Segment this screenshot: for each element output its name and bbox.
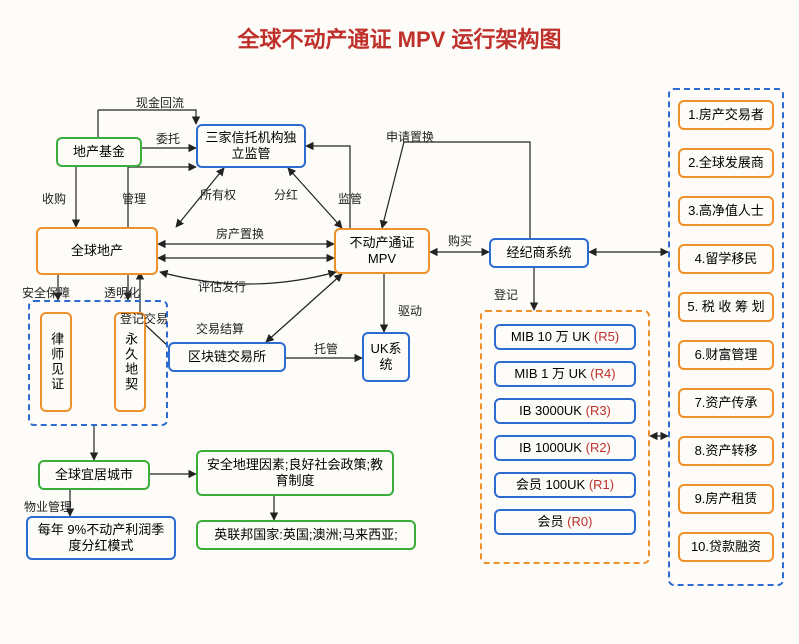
node-mpv: 不动产通证 MPV: [334, 228, 430, 274]
node-city: 全球宜居城市: [38, 460, 150, 490]
edge-label-regtrade: 登记交易: [120, 310, 168, 327]
arrow-11: [266, 274, 342, 342]
arrow-6: [306, 146, 350, 228]
edge-label-safety: 安全保障: [22, 284, 70, 301]
node-r5: 5. 税 收 筹 划: [678, 292, 774, 322]
edge-label-acquire: 收购: [42, 190, 66, 207]
node-dividend: 每年 9%不动产利润季度分红模式: [26, 516, 176, 560]
edge-label-reg: 登记: [494, 286, 518, 303]
node-broker: 经纪商系统: [489, 238, 589, 268]
node-r4: 4.留学移民: [678, 244, 774, 274]
node-r3: 3.高净值人士: [678, 196, 774, 226]
edge-label-manage: 管理: [122, 190, 146, 207]
edge-label-settle: 交易结算: [196, 320, 244, 337]
node-r1: 1.房产交易者: [678, 100, 774, 130]
node-m_r3: IB 3000UK (R3): [494, 398, 636, 424]
edge-label-supervise: 监管: [338, 190, 362, 207]
node-r9: 9.房产租赁: [678, 484, 774, 514]
node-r8: 8.资产转移: [678, 436, 774, 466]
node-countries: 英联邦国家:英国;澳洲;马来西亚;: [196, 520, 416, 550]
node-deed: 永久地契: [114, 312, 146, 412]
edge-label-propmgmt: 物业管理: [24, 498, 72, 515]
node-r2: 2.全球发展商: [678, 148, 774, 178]
edge-label-entrust: 委托: [156, 130, 180, 147]
edge-label-cash: 现金回流: [136, 94, 184, 111]
edge-label-custody: 托管: [314, 340, 338, 357]
edge-label-div2: 分红: [274, 186, 298, 203]
node-m_r4: MIB 1 万 UK (R4): [494, 361, 636, 387]
arrow-15: [382, 142, 530, 238]
edge-label-apply: 申请置换: [386, 128, 434, 145]
arrow-1: [98, 110, 196, 137]
edge-label-transparent: 透明化: [104, 284, 140, 301]
node-uk_sys: UK系统: [362, 332, 410, 382]
node-trust: 三家信托机构独立监管: [196, 124, 306, 168]
edge-label-swap: 房产置换: [216, 225, 264, 242]
arrow-9: [160, 272, 336, 284]
edge-label-ownership: 所有权: [200, 186, 236, 203]
node-r10: 10.贷款融资: [678, 532, 774, 562]
node-lawyer: 律师见证: [40, 312, 72, 412]
node-m_r2: IB 1000UK (R2): [494, 435, 636, 461]
node-r6: 6.财富管理: [678, 340, 774, 370]
node-r7: 7.资产传承: [678, 388, 774, 418]
node-m_r0: 会员 (R0): [494, 509, 636, 535]
node-m_r1: 会员 100UK (R1): [494, 472, 636, 498]
node-fund: 地产基金: [56, 137, 142, 167]
edge-label-eval: 评估发行: [198, 278, 246, 295]
edge-label-drive: 驱动: [398, 302, 422, 319]
node-global_re: 全球地产: [36, 227, 158, 275]
diagram-title: 全球不动产通证 MPV 运行架构图: [0, 22, 799, 54]
node-m_r5: MIB 10 万 UK (R5): [494, 324, 636, 350]
node-geo: 安全地理因素;良好社会政策;教育制度: [196, 450, 394, 496]
node-exchange: 区块链交易所: [168, 342, 286, 372]
edge-label-buy: 购买: [448, 232, 472, 249]
